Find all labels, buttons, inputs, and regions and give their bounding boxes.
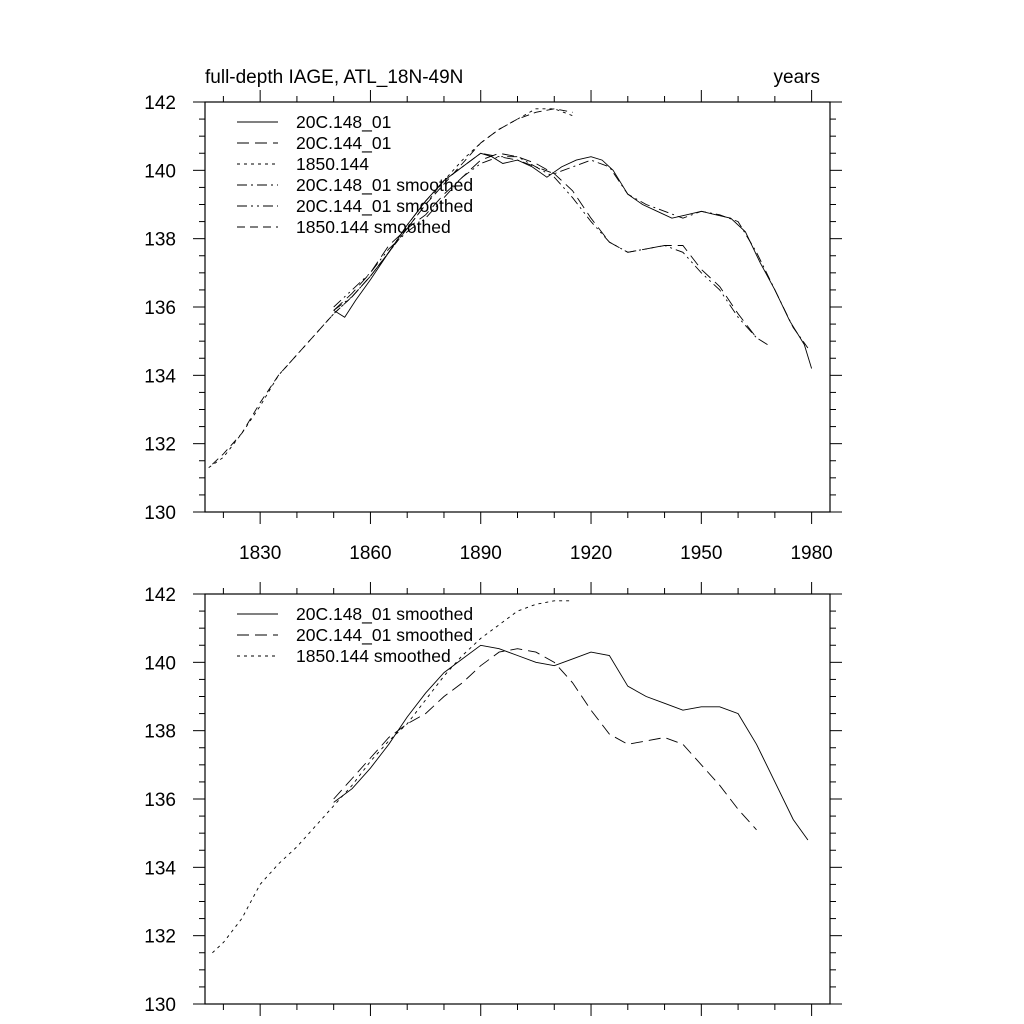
chart-title: full-depth IAGE, ATL_18N-49N [205,67,463,88]
legend-entry: 20C.144_01 smoothed [296,196,473,217]
y-tick-label: 138 [144,722,176,743]
series-line-1850-144 [208,108,573,468]
y-tick-label: 140 [144,653,176,674]
x-tick-label: 1920 [570,543,612,564]
x-tick-label: 1860 [349,543,391,564]
legend-entry: 20C.148_01 smoothed [296,604,473,625]
series-line-1850-144-smoothed [212,108,573,465]
legend-entry: 1850.144 smoothed [296,217,451,237]
series-line-20c-148-01-smoothed [333,152,809,349]
x-tick-label: 1950 [680,543,722,564]
x-tick-label: 1830 [239,543,281,564]
upper-panel: full-depth IAGE, ATL_18N-49N years 130 132 1… [144,67,842,564]
legend-entry: 20C.144_01 [296,133,391,154]
y-tick-label: 140 [144,161,176,182]
y-tick-label: 136 [144,298,176,319]
series-line-1850-144-smoothed [212,600,573,954]
y-tick-label: 132 [144,927,176,948]
legend-entry: 20C.148_01 [296,112,391,133]
series-line-20c-144-01-smoothed [333,156,757,339]
y-tick-label: 142 [144,585,176,606]
y-tick-label: 138 [144,230,176,251]
series-line-20c-144-01-smoothed [333,648,757,831]
y-tick-label: 142 [144,93,176,114]
legend-entry: 1850.144 smoothed [296,646,451,666]
y-tick-label: 130 [144,503,176,524]
y-tick-label: 132 [144,435,176,456]
y-tick-label: 134 [144,858,176,879]
units-label: years [774,67,820,88]
legend-entry: 20C.144_01 smoothed [296,625,473,646]
legend-entry: 20C.148_01 smoothed [296,175,473,196]
y-tick-label: 136 [144,790,176,811]
lower-panel: 130 132 134 136 138 140 142 20C.148_01 smoothed… [144,582,842,1016]
series-line-20c-148-01-smoothed [333,644,809,841]
x-tick-label: 1980 [790,543,832,564]
x-tick-label: 1890 [460,543,502,564]
y-tick-label: 134 [144,366,176,387]
y-tick-label: 130 [144,995,176,1016]
legend-entry: 1850.144 [296,154,369,174]
